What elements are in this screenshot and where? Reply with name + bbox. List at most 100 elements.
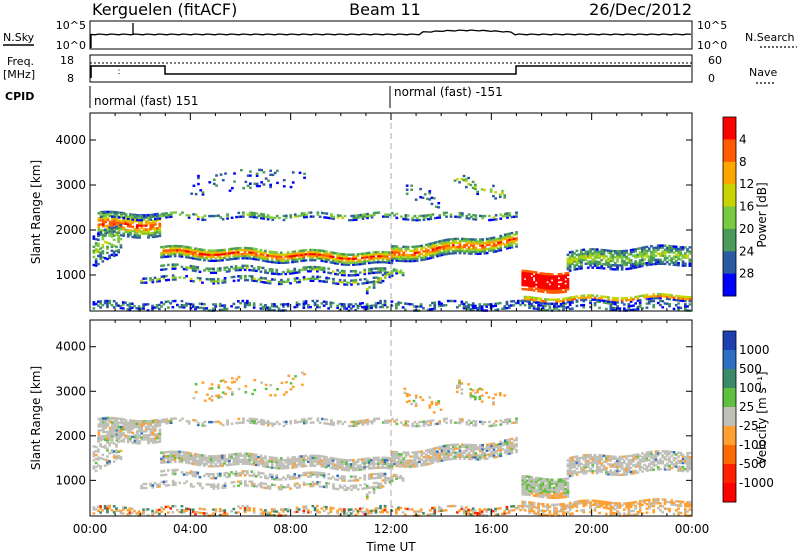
range-gate-cell — [197, 174, 200, 178]
range-gate-cell — [665, 246, 669, 250]
range-gate-cell — [523, 279, 527, 283]
range-gate-cell — [384, 421, 387, 424]
range-gate-cell — [336, 282, 340, 285]
range-gate-cell — [216, 255, 220, 258]
range-gate-cell — [207, 249, 211, 252]
range-gate-cell — [352, 214, 356, 218]
range-gate-cell — [438, 252, 442, 255]
range-gate-cell — [216, 269, 220, 272]
range-gate-cell — [429, 450, 433, 453]
range-gate-cell — [115, 417, 119, 420]
range-gate-cell — [413, 214, 417, 218]
range-gate-cell — [297, 255, 301, 259]
range-gate-cell — [381, 279, 385, 283]
range-gate-cell — [525, 295, 529, 299]
range-gate-cell — [589, 301, 592, 305]
range-gate-cell — [117, 211, 121, 214]
range-gate-cell — [546, 289, 549, 292]
range-gate-cell — [327, 258, 330, 262]
range-gate-cell — [476, 456, 480, 459]
range-gate-cell — [535, 283, 538, 286]
range-gate-cell — [124, 216, 128, 219]
range-gate-cell — [181, 211, 184, 214]
range-gate-cell — [670, 257, 674, 260]
range-gate-cell — [479, 450, 482, 453]
colorbar-tick-label: 16 — [739, 200, 754, 214]
range-gate-cell — [553, 289, 556, 292]
range-gate-cell — [404, 247, 408, 251]
range-gate-cell — [230, 455, 233, 458]
range-gate-cell — [688, 264, 692, 267]
range-gate-cell — [591, 260, 595, 263]
range-gate-cell — [271, 422, 275, 425]
range-gate-cell — [171, 472, 175, 476]
range-gate-cell — [420, 452, 423, 455]
range-gate-cell — [546, 283, 549, 286]
range-gate-cell — [681, 260, 685, 263]
range-gate-cell — [255, 422, 259, 425]
range-gate-cell — [627, 261, 631, 264]
range-gate-cell — [404, 218, 408, 221]
range-gate-cell — [298, 278, 301, 282]
range-gate-cell — [470, 443, 473, 447]
range-gate-cell — [431, 449, 435, 453]
range-gate-cell — [674, 249, 678, 253]
range-gate-cell — [149, 422, 153, 425]
range-gate-cell — [436, 450, 439, 453]
range-gate-cell — [142, 434, 146, 437]
range-gate-cell — [111, 220, 114, 224]
range-gate-cell — [553, 307, 556, 310]
range-gate-cell — [119, 304, 123, 308]
range-gate-cell — [232, 461, 236, 464]
range-gate-cell — [325, 455, 328, 459]
range-gate-cell — [108, 432, 112, 436]
range-gate-cell — [413, 247, 417, 250]
range-gate-cell — [182, 453, 186, 456]
range-gate-cell — [115, 427, 119, 430]
range-gate-cell — [194, 265, 197, 269]
range-gate-cell — [374, 458, 378, 461]
range-gate-cell — [223, 277, 227, 280]
range-gate-cell — [284, 259, 288, 262]
range-gate-cell — [390, 272, 394, 275]
range-gate-cell — [108, 212, 112, 216]
range-gate-cell — [548, 302, 552, 305]
range-gate-cell — [401, 479, 405, 482]
range-gate-cell — [393, 249, 396, 252]
range-gate-cell — [201, 281, 204, 284]
range-gate-cell — [243, 301, 247, 305]
range-gate-cell — [544, 308, 547, 312]
range-gate-cell — [404, 253, 408, 257]
colorbar-tick-label: 8 — [739, 155, 747, 169]
range-gate-cell — [311, 277, 315, 280]
range-gate-cell — [316, 211, 320, 214]
range-gate-cell — [452, 239, 455, 243]
range-gate-cell — [349, 475, 353, 478]
range-gate-cell — [291, 260, 294, 264]
range-gate-cell — [158, 421, 162, 424]
range-gate-cell — [440, 453, 444, 456]
range-gate-cell — [479, 444, 482, 447]
range-gate-cell — [230, 276, 234, 279]
range-gate-cell — [429, 252, 433, 256]
range-gate-cell — [614, 250, 617, 253]
range-gate-cell — [244, 278, 247, 282]
range-gate-cell — [176, 263, 179, 266]
range-gate-cell — [173, 450, 177, 453]
range-gate-cell — [286, 255, 290, 258]
range-gate-cell — [182, 455, 186, 458]
range-gate-cell — [149, 433, 153, 437]
range-gate-cell — [243, 470, 247, 473]
range-gate-cell — [102, 216, 105, 220]
range-gate-cell — [433, 301, 437, 304]
range-gate-cell — [427, 450, 430, 454]
range-gate-cell — [158, 436, 162, 439]
range-gate-cell — [316, 462, 319, 466]
range-gate-cell — [539, 301, 543, 304]
range-gate-cell — [275, 251, 279, 254]
range-gate-cell — [383, 257, 387, 260]
range-gate-cell — [600, 264, 604, 268]
range-gate-cell — [212, 303, 215, 306]
range-gate-cell — [178, 255, 181, 258]
range-gate-cell — [440, 245, 444, 249]
